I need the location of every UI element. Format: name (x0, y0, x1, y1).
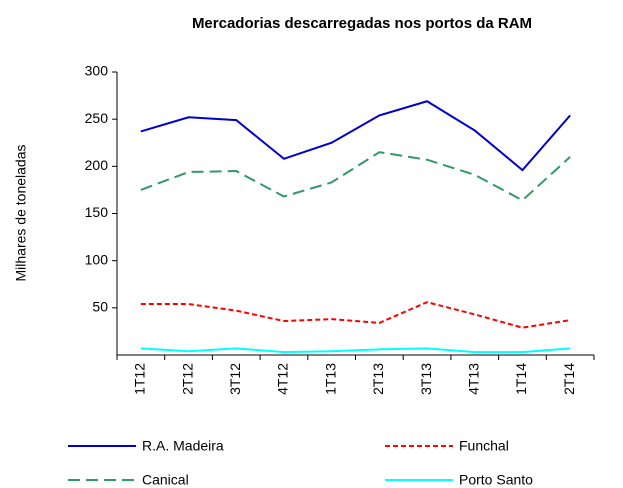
y-tick-label: 100 (85, 251, 109, 267)
x-tick-label: 1T12 (132, 363, 148, 395)
y-tick-label: 300 (85, 63, 109, 79)
chart-title: Mercadorias descarregadas nos portos da … (192, 15, 532, 32)
x-tick-label: 4T12 (275, 363, 291, 395)
y-tick-label: 150 (85, 204, 109, 220)
x-tick-label: 1T13 (322, 363, 338, 395)
legend-label: Porto Santo (459, 472, 533, 488)
series-line (140, 301, 571, 329)
y-tick-label: 200 (85, 157, 109, 173)
x-tick-label: 4T13 (465, 363, 481, 395)
y-tick-label: 50 (92, 299, 108, 315)
x-tick-label: 2T14 (561, 363, 577, 395)
x-tick-label: 1T14 (513, 363, 529, 395)
legend-label: Canical (142, 472, 189, 488)
y-axis-label: Milhares de toneladas (13, 145, 29, 282)
series-line (140, 347, 571, 354)
series-line (140, 151, 571, 202)
x-tick-label: 3T12 (227, 363, 243, 395)
legend-label: R.A. Madeira (142, 438, 224, 454)
x-tick-label: 2T13 (370, 363, 386, 395)
series-line (140, 100, 571, 172)
x-tick-label: 2T12 (179, 363, 195, 395)
y-tick-label: 250 (85, 110, 109, 126)
legend-label: Funchal (459, 438, 509, 454)
x-tick-label: 3T13 (418, 363, 434, 395)
